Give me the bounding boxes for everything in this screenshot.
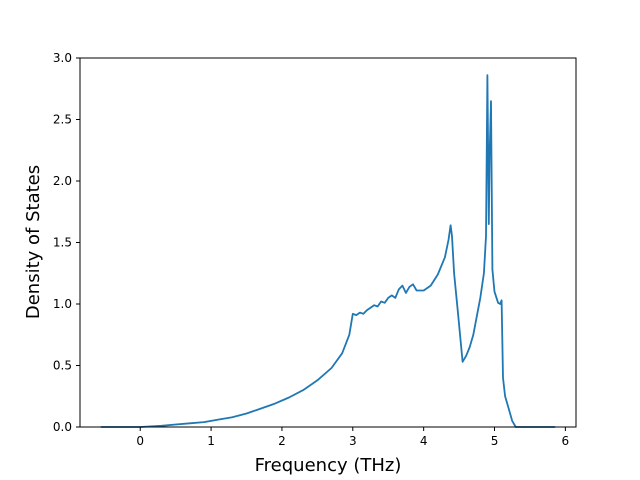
x-tick-label: 3 (349, 434, 357, 448)
x-tick-label: 1 (207, 434, 215, 448)
y-tick-label: 2.5 (53, 113, 72, 127)
y-tick-label: 3.0 (53, 51, 72, 65)
x-tick-label: 4 (420, 434, 428, 448)
x-axis-label: Frequency (THz) (255, 455, 402, 476)
y-tick-label: 1.5 (53, 236, 72, 250)
plot-area (100, 74, 556, 428)
x-tick-label: 5 (491, 434, 499, 448)
y-tick-label: 0.0 (53, 420, 72, 434)
axes-frame (79, 57, 577, 428)
x-tick-label: 0 (136, 434, 144, 448)
y-axis-label: Density of States (23, 165, 44, 319)
y-tick-label: 2.0 (53, 174, 72, 188)
x-tick-label: 6 (562, 434, 570, 448)
dos-series-line (100, 74, 556, 428)
x-axis-ticks: 0 1 2 3 4 5 6 (136, 427, 569, 448)
y-tick-label: 1.0 (53, 297, 72, 311)
x-tick-label: 2 (278, 434, 286, 448)
y-tick-label: 0.5 (53, 359, 72, 373)
y-axis-ticks: 0.0 0.5 1.0 1.5 2.0 2.5 3.0 (53, 51, 80, 434)
